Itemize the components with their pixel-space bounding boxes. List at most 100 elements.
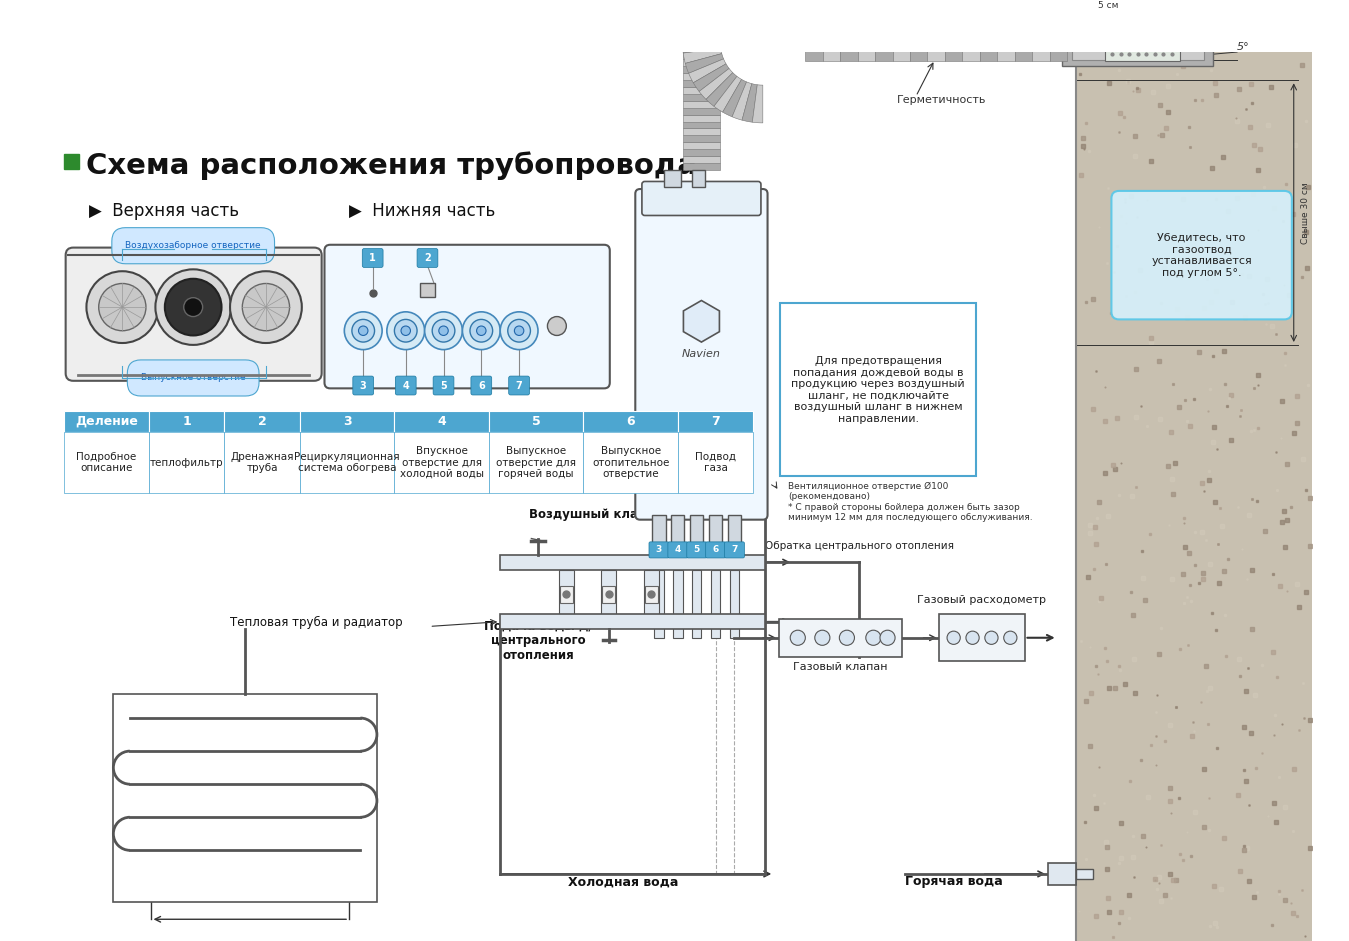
Circle shape: [344, 311, 382, 350]
Bar: [583, 411, 677, 432]
FancyBboxPatch shape: [509, 376, 530, 395]
FancyBboxPatch shape: [363, 248, 383, 267]
Bar: [683, 115, 720, 121]
Text: Воздушный клапан: Воздушный клапан: [529, 508, 662, 521]
Text: Воздухозаборное отверстие: Воздухозаборное отверстие: [125, 241, 260, 250]
Bar: [730, 569, 739, 638]
Polygon shape: [685, 54, 723, 73]
Circle shape: [947, 631, 960, 645]
Circle shape: [86, 271, 158, 343]
FancyBboxPatch shape: [780, 303, 977, 476]
Circle shape: [165, 279, 221, 335]
Bar: [1105, 24, 1180, 61]
Text: 4: 4: [402, 380, 409, 391]
Circle shape: [98, 283, 146, 330]
Bar: [1032, 24, 1050, 61]
Text: 5: 5: [693, 546, 700, 554]
Text: 3: 3: [343, 415, 352, 428]
Bar: [394, 432, 488, 493]
Bar: [1071, 25, 1205, 59]
Circle shape: [839, 630, 854, 646]
Bar: [683, 142, 720, 150]
Polygon shape: [733, 82, 751, 120]
Bar: [420, 283, 434, 296]
Circle shape: [791, 630, 805, 646]
FancyBboxPatch shape: [417, 248, 438, 267]
Bar: [962, 24, 979, 61]
Circle shape: [438, 326, 448, 335]
FancyBboxPatch shape: [635, 189, 768, 519]
Text: Выпускное отверстие: Выпускное отверстие: [140, 374, 246, 382]
Bar: [677, 411, 753, 432]
Bar: [683, 94, 720, 101]
Polygon shape: [693, 64, 728, 91]
Text: 1: 1: [370, 253, 376, 263]
Text: Для предотвращения
попадания дождевой воды в
продукцию через воздушный
шланг, не: Для предотвращения попадания дождевой во…: [792, 356, 965, 423]
Bar: [928, 24, 944, 61]
Bar: [683, 136, 720, 142]
Text: 3: 3: [656, 546, 662, 554]
Text: Свыше 30 см: Свыше 30 см: [1302, 182, 1310, 244]
Text: Деление: Деление: [74, 415, 138, 428]
Text: теплофильтр: теплофильтр: [150, 457, 224, 468]
Bar: [560, 586, 573, 603]
Bar: [1077, 52, 1311, 941]
Bar: [683, 129, 720, 136]
Bar: [997, 24, 1014, 61]
Bar: [728, 515, 741, 543]
Circle shape: [476, 326, 486, 335]
Text: Впускное
отверстие для
холодной воды: Впускное отверстие для холодной воды: [399, 446, 484, 479]
Text: 1: 1: [182, 415, 192, 428]
Text: 4: 4: [674, 546, 681, 554]
Bar: [602, 569, 616, 622]
Polygon shape: [688, 59, 726, 83]
Circle shape: [394, 319, 417, 343]
Bar: [1014, 24, 1032, 61]
FancyBboxPatch shape: [724, 542, 745, 558]
Circle shape: [425, 311, 463, 350]
Text: Газовый клапан: Газовый клапан: [793, 662, 888, 672]
Bar: [683, 107, 720, 115]
FancyBboxPatch shape: [642, 182, 761, 215]
Bar: [692, 170, 706, 187]
Circle shape: [432, 319, 455, 343]
Text: 5°: 5°: [1237, 42, 1249, 52]
FancyBboxPatch shape: [353, 376, 374, 395]
Circle shape: [815, 630, 830, 646]
Bar: [1050, 24, 1067, 61]
Polygon shape: [723, 79, 746, 117]
Text: ▶  Нижняя часть: ▶ Нижняя часть: [349, 201, 495, 220]
Text: ▶  Верхняя часть: ▶ Верхняя часть: [89, 201, 239, 220]
FancyBboxPatch shape: [395, 376, 415, 395]
Bar: [1077, 869, 1094, 879]
Text: Тепловая труба и радиатор: Тепловая труба и радиатор: [229, 616, 402, 630]
Text: Убедитесь, что
газоотвод
устанавливается
под углом 5°.: Убедитесь, что газоотвод устанавливается…: [1151, 232, 1252, 278]
Bar: [224, 432, 299, 493]
Bar: [683, 66, 720, 72]
Text: 3: 3: [360, 380, 367, 391]
Text: Горячая вода: Горячая вода: [905, 875, 1002, 888]
Circle shape: [548, 316, 567, 335]
Bar: [692, 569, 701, 638]
Bar: [683, 59, 720, 66]
Bar: [672, 515, 684, 543]
Bar: [683, 52, 720, 59]
Bar: [691, 515, 703, 543]
Text: Холодная вода: Холодная вода: [568, 875, 679, 888]
Bar: [939, 614, 1024, 662]
Circle shape: [463, 311, 500, 350]
Bar: [1048, 863, 1077, 885]
FancyBboxPatch shape: [66, 247, 321, 381]
Polygon shape: [706, 72, 737, 106]
Bar: [823, 24, 840, 61]
Bar: [645, 586, 658, 603]
Bar: [500, 554, 765, 569]
Text: Выпускное
отверстие для
горячей воды: Выпускное отверстие для горячей воды: [496, 446, 576, 479]
Circle shape: [401, 326, 410, 335]
Text: Рециркуляционная
система обогрева: Рециркуляционная система обогрева: [294, 452, 401, 473]
Text: Подробное
описание: Подробное описание: [76, 452, 136, 473]
Bar: [805, 24, 823, 61]
Circle shape: [231, 271, 302, 343]
Polygon shape: [753, 85, 762, 123]
Circle shape: [966, 631, 979, 645]
